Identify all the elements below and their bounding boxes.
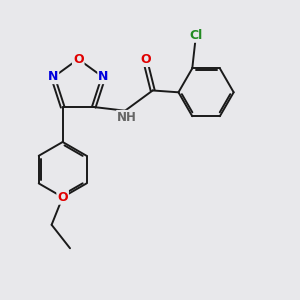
Text: NH: NH — [117, 111, 137, 124]
Text: O: O — [73, 52, 83, 66]
Text: N: N — [98, 70, 109, 83]
Text: N: N — [48, 70, 58, 83]
Text: O: O — [141, 53, 152, 66]
Text: O: O — [57, 191, 68, 204]
Text: Cl: Cl — [189, 29, 203, 42]
